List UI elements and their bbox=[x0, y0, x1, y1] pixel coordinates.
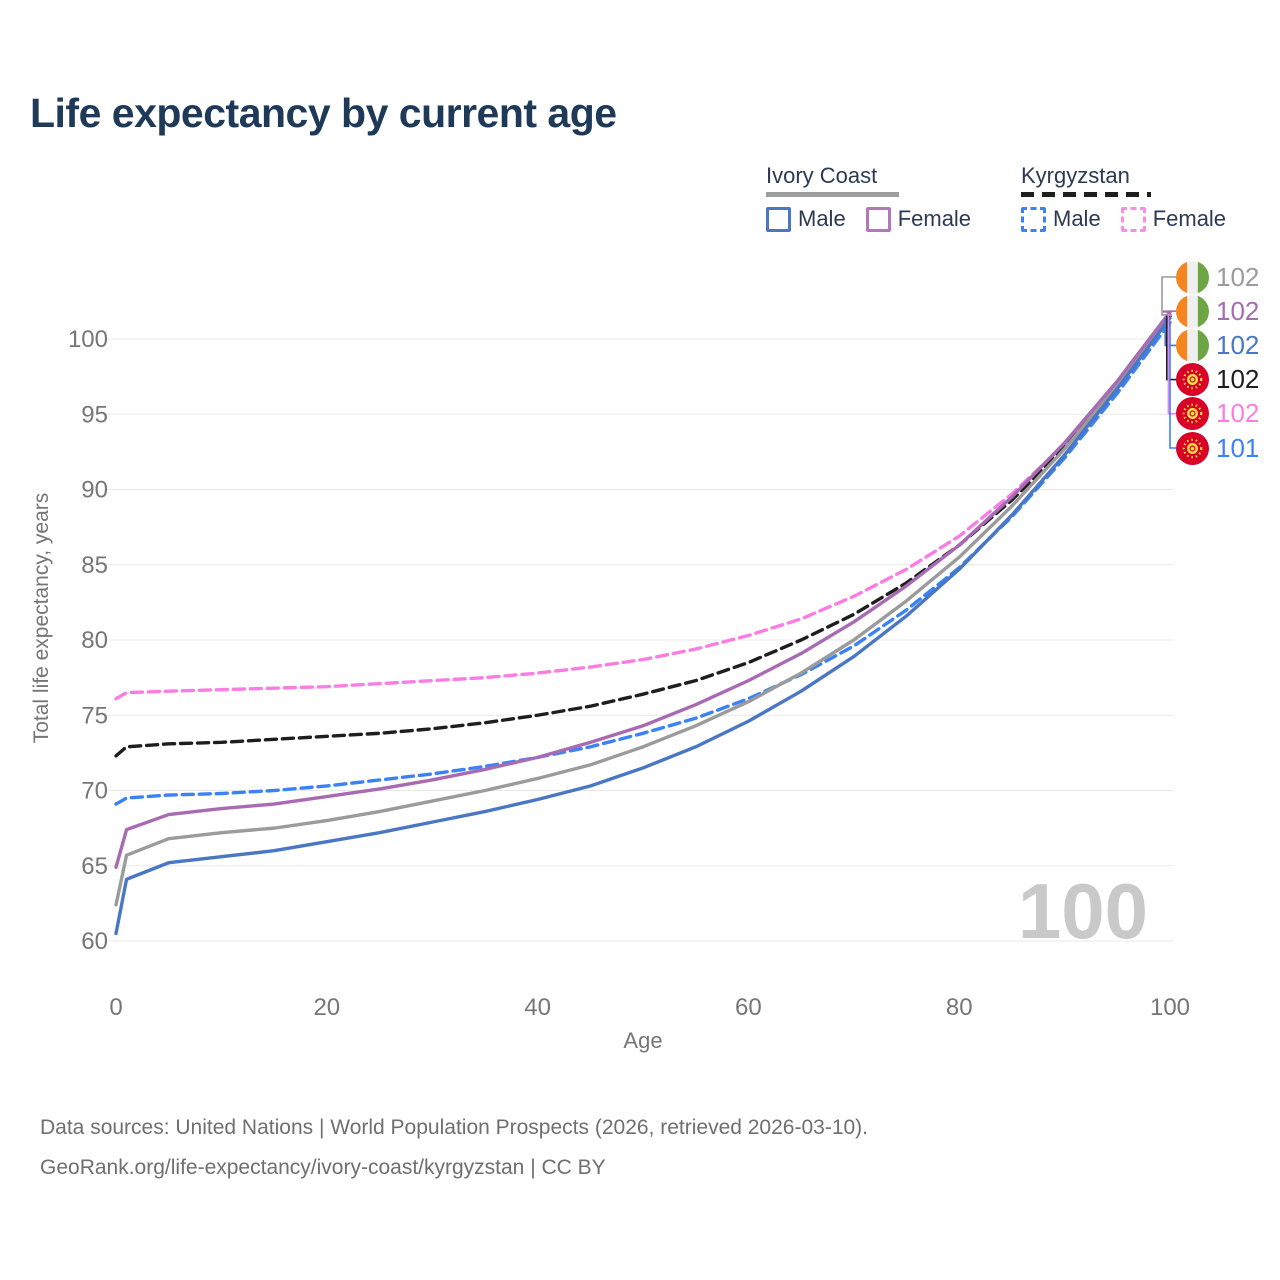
y-tick-label: 60 bbox=[81, 928, 108, 955]
end-label-connector bbox=[1169, 322, 1176, 449]
line-kyrgyzstan bbox=[114, 314, 1172, 758]
legend-item-kyrgyzstan-female: Female bbox=[1120, 206, 1227, 232]
end-label-value: 102 bbox=[1216, 364, 1260, 395]
line-ivory-coast bbox=[114, 313, 1172, 907]
line-ivory-coast-male bbox=[114, 316, 1172, 936]
legend-swatch-ivory-coast-male-icon bbox=[766, 206, 791, 232]
end-label-connector bbox=[1167, 314, 1176, 415]
legend-swatch-kyrgyzstan-female-icon bbox=[1120, 206, 1146, 232]
legend-group-title-ivory-coast: Ivory Coast bbox=[766, 163, 878, 188]
ivory-coast-flag-icon bbox=[1176, 328, 1209, 362]
footer-attribution: GeoRank.org/life-expectancy/ivory-coast/… bbox=[40, 1156, 606, 1179]
line-kyrgyzstan-male bbox=[114, 320, 1172, 806]
x-tick-label: 20 bbox=[313, 994, 340, 1021]
y-tick-label: 100 bbox=[68, 326, 108, 353]
footer-data-sources: Data sources: United Nations | World Pop… bbox=[40, 1116, 869, 1139]
end-label-connector bbox=[1161, 276, 1176, 316]
legend-item-kyrgyzstan-male: Male bbox=[1021, 206, 1101, 232]
x-tick-label: 60 bbox=[735, 994, 762, 1021]
page-title: Life expectancy by current age bbox=[30, 90, 617, 136]
legend-item-ivory-coast-female: Female bbox=[865, 206, 972, 232]
footer: Data sources: United Nations | World Pop… bbox=[40, 1108, 868, 1188]
end-label-row-ivory-coast-male: 102 bbox=[1176, 328, 1259, 362]
y-tick-label: 65 bbox=[81, 853, 108, 880]
x-tick-label: 100 bbox=[1150, 994, 1190, 1021]
end-label-row-ivory-coast-female: 102 bbox=[1176, 294, 1259, 328]
legend-item-ivory-coast-male: Male bbox=[766, 206, 846, 232]
legend-label-ivory-coast-male: Male bbox=[798, 206, 846, 231]
end-label-value: 102 bbox=[1216, 329, 1260, 360]
y-tick-label: 75 bbox=[81, 702, 108, 729]
x-axis-title: Age bbox=[623, 1028, 662, 1053]
legend-group-title-kyrgyzstan: Kyrgyzstan bbox=[1021, 163, 1130, 188]
legend-group-kyrgyzstan: Kyrgyzstan Male Female bbox=[1021, 163, 1226, 232]
line-ivory-coast-female bbox=[114, 310, 1172, 869]
y-tick-label: 80 bbox=[81, 627, 108, 654]
legend-swatch-ivory-coast-female-icon bbox=[865, 206, 891, 232]
x-tick-label: 0 bbox=[109, 994, 122, 1021]
y-tick-label: 90 bbox=[81, 477, 108, 504]
y-tick-label: 95 bbox=[81, 401, 108, 428]
y-tick-label: 70 bbox=[81, 778, 108, 805]
legend-underline-ivory-coast bbox=[766, 192, 899, 197]
end-label-row-ivory-coast: 102 bbox=[1176, 260, 1259, 294]
end-label-value: 102 bbox=[1216, 261, 1260, 292]
legend-group-ivory-coast: Ivory Coast Male Female bbox=[766, 163, 971, 232]
legend-label-kyrgyzstan-female: Female bbox=[1152, 206, 1227, 231]
legend-swatch-kyrgyzstan-male-icon bbox=[1021, 206, 1046, 232]
end-label-value: 102 bbox=[1216, 295, 1260, 326]
kyrgyzstan-flag-icon bbox=[1176, 397, 1209, 431]
end-label-row-kyrgyzstan-female: 102 bbox=[1176, 397, 1259, 431]
y-axis-title: Total life expectancy, years bbox=[30, 493, 53, 744]
ivory-coast-flag-icon bbox=[1176, 260, 1209, 294]
line-kyrgyzstan-female bbox=[114, 313, 1172, 701]
legend-label-kyrgyzstan-male: Male bbox=[1053, 206, 1101, 231]
x-tick-label: 40 bbox=[524, 994, 551, 1021]
legend-label-ivory-coast-female: Female bbox=[897, 206, 972, 231]
end-label-value: 101 bbox=[1216, 432, 1260, 463]
ivory-coast-flag-icon bbox=[1176, 294, 1209, 328]
kyrgyzstan-flag-icon bbox=[1176, 431, 1209, 465]
kyrgyzstan-flag-icon bbox=[1176, 363, 1209, 397]
y-tick-label: 85 bbox=[81, 552, 108, 579]
end-label-row-kyrgyzstan-male: 101 bbox=[1176, 431, 1259, 465]
end-label-value: 102 bbox=[1216, 398, 1260, 429]
legend-underline-kyrgyzstan bbox=[1021, 192, 1151, 197]
end-label-connector bbox=[1162, 310, 1176, 313]
x-tick-label: 80 bbox=[946, 994, 973, 1021]
end-label-row-kyrgyzstan: 102 bbox=[1176, 363, 1259, 397]
age-counter-watermark: 100 bbox=[1018, 867, 1148, 955]
